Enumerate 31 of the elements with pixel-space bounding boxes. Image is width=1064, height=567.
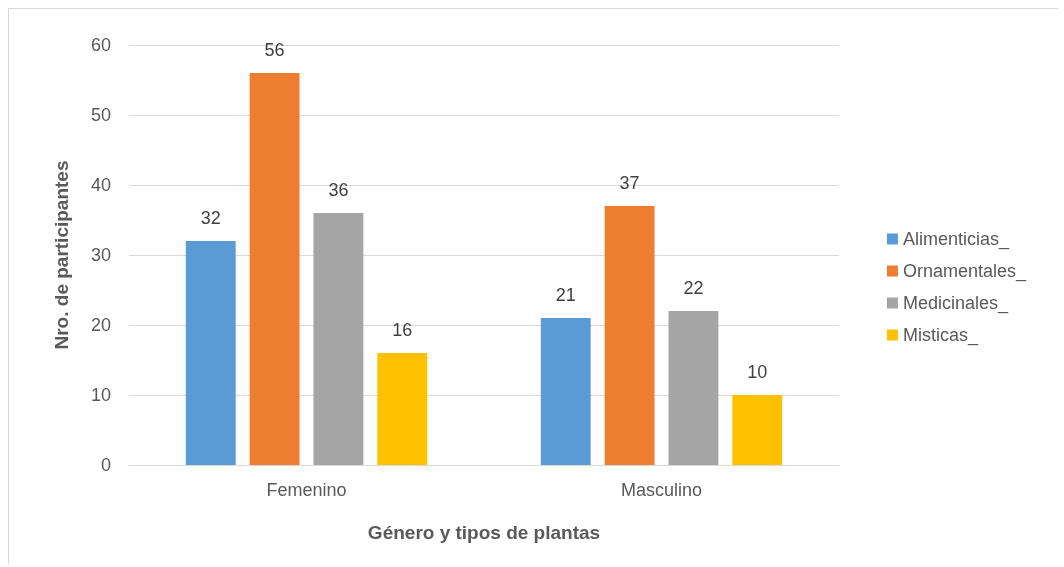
data-label: 10 bbox=[747, 362, 768, 382]
data-label: 56 bbox=[264, 40, 285, 60]
bar bbox=[540, 318, 591, 465]
y-tick-label: 20 bbox=[90, 315, 111, 335]
bar bbox=[604, 206, 655, 465]
x-tick-label: Masculino bbox=[620, 480, 703, 500]
legend-label: Medicinales_ bbox=[902, 293, 1009, 314]
y-tick-label: 30 bbox=[90, 245, 111, 265]
y-axis-title: Nro. de participantes bbox=[51, 160, 72, 350]
bar bbox=[668, 311, 719, 465]
data-label: 22 bbox=[683, 278, 704, 298]
bar bbox=[185, 241, 236, 465]
bar bbox=[249, 73, 300, 465]
legend-label: Ornamentales_ bbox=[902, 261, 1027, 282]
bar bbox=[377, 353, 428, 465]
y-tick-label: 0 bbox=[100, 455, 111, 475]
legend-label: Alimenticias_ bbox=[902, 229, 1010, 250]
x-tick-label: Femenino bbox=[266, 480, 347, 500]
data-label: 21 bbox=[555, 285, 576, 305]
y-tick-label: 10 bbox=[90, 385, 111, 405]
y-tick-label: 60 bbox=[90, 35, 111, 55]
bar bbox=[313, 213, 364, 465]
y-tick-label: 40 bbox=[90, 175, 111, 195]
x-axis-title: Género y tipos de plantas bbox=[367, 522, 601, 543]
data-label: 36 bbox=[328, 180, 349, 200]
data-label: 16 bbox=[392, 320, 413, 340]
data-label: 32 bbox=[200, 208, 221, 228]
bar bbox=[732, 395, 783, 465]
y-tick-label: 50 bbox=[90, 105, 111, 125]
legend-label: Misticas_ bbox=[902, 325, 979, 346]
data-label: 37 bbox=[619, 173, 640, 193]
